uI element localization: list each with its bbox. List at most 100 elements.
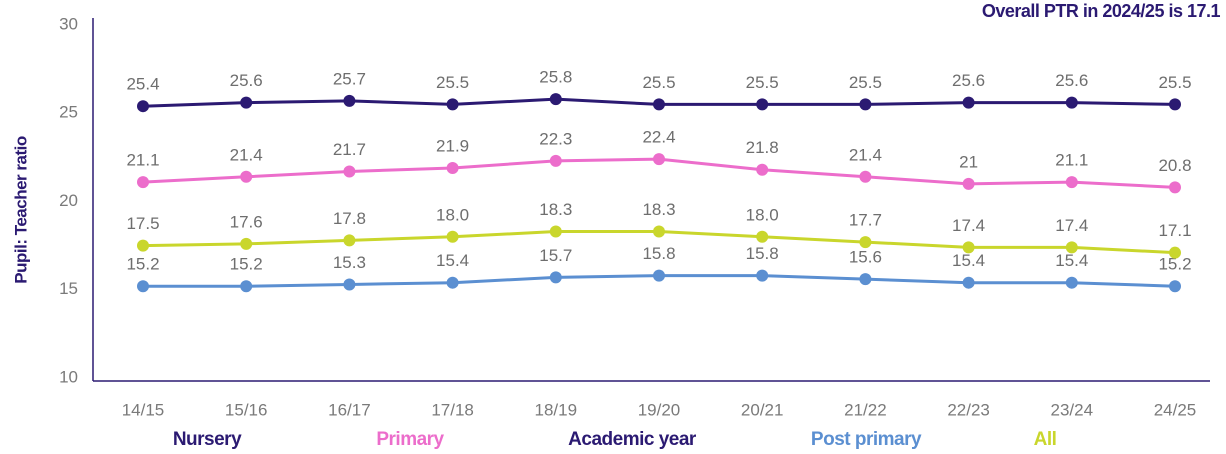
data-label: 20.8 (1158, 156, 1191, 175)
data-label: 18.0 (746, 205, 779, 224)
data-label: 21.4 (230, 145, 263, 164)
y-tick-label: 25 (59, 103, 78, 122)
x-tick-label: 20/21 (741, 400, 784, 419)
data-point (240, 237, 253, 250)
data-label: 25.5 (746, 73, 779, 92)
data-point (756, 163, 769, 176)
data-point (962, 241, 975, 254)
x-tick-label: 21/22 (844, 400, 887, 419)
data-label: 22.4 (642, 128, 675, 147)
data-point (1169, 280, 1181, 293)
data-label: 18.3 (642, 200, 675, 219)
data-point (240, 96, 253, 109)
data-point (756, 98, 769, 111)
data-point (1065, 241, 1078, 254)
data-point (962, 96, 975, 109)
data-point (653, 98, 665, 111)
data-point (1169, 181, 1181, 194)
x-tick-label: 24/25 (1154, 400, 1197, 419)
y-tick-label: 20 (59, 191, 78, 210)
data-point (240, 280, 253, 293)
data-label: 25.6 (230, 71, 263, 90)
data-label: 21.4 (849, 145, 882, 164)
data-point (549, 271, 562, 284)
x-tick-label: 16/17 (328, 400, 371, 419)
data-label: 21.1 (1055, 151, 1088, 170)
data-point (343, 94, 356, 107)
data-label: 21.8 (746, 138, 779, 157)
data-point (653, 269, 665, 282)
data-label: 15.8 (746, 244, 779, 263)
x-tick-label: 19/20 (638, 400, 681, 419)
data-point (1065, 176, 1078, 189)
data-label: 15.6 (849, 248, 882, 267)
legend-entry: All (1034, 429, 1057, 450)
data-point (859, 236, 872, 249)
data-point (756, 269, 769, 282)
data-point (240, 170, 253, 183)
data-label: 17.5 (126, 214, 159, 233)
data-point (137, 176, 149, 189)
y-tick-label: 30 (59, 14, 78, 33)
data-label: 25.8 (539, 68, 572, 87)
data-label: 25.7 (333, 69, 366, 88)
data-label: 15.8 (642, 244, 675, 263)
data-label: 17.4 (1055, 216, 1088, 235)
data-point (962, 177, 975, 190)
data-label: 17.8 (333, 209, 366, 228)
data-point (653, 153, 665, 166)
data-point (446, 230, 459, 243)
data-label: 21 (959, 152, 978, 171)
data-label: 18.3 (539, 200, 572, 219)
data-point (446, 161, 459, 174)
data-point (859, 98, 872, 111)
data-point (1169, 246, 1181, 259)
data-point (137, 280, 149, 293)
data-point (756, 230, 769, 243)
data-point (343, 234, 356, 247)
data-label: 15.7 (539, 246, 572, 265)
data-point (549, 93, 562, 106)
y-tick-label: 10 (59, 367, 78, 386)
data-label: 25.6 (952, 71, 985, 90)
data-point (1169, 98, 1181, 111)
x-tick-label: 22/23 (947, 400, 990, 419)
data-point (962, 276, 975, 289)
data-point (137, 239, 149, 252)
data-label: 21.7 (333, 140, 366, 159)
data-label: 25.5 (849, 73, 882, 92)
data-label: 17.1 (1158, 221, 1191, 240)
data-label: 22.3 (539, 129, 572, 148)
y-axis-label: Pupil: Teacher ratio (11, 136, 30, 284)
data-label: 15.2 (1158, 255, 1191, 274)
data-point (1065, 276, 1078, 289)
data-label: 25.6 (1055, 71, 1088, 90)
data-point (653, 225, 665, 238)
data-label: 15.2 (230, 255, 263, 274)
data-point (859, 273, 872, 286)
x-tick-label: 18/19 (535, 400, 578, 419)
data-label: 15.4 (952, 251, 985, 270)
data-label: 15.2 (126, 255, 159, 274)
data-label: 17.6 (230, 212, 263, 231)
legend-entry: Nursery (173, 429, 242, 450)
data-point (446, 98, 459, 111)
legend-entry: Post primary (811, 429, 922, 450)
data-point (549, 225, 562, 238)
x-tick-label: 15/16 (225, 400, 268, 419)
data-label: 21.1 (126, 151, 159, 170)
data-label: 17.4 (952, 216, 985, 235)
x-tick-label: 17/18 (431, 400, 474, 419)
data-label: 25.5 (642, 73, 675, 92)
data-label: 18.0 (436, 205, 469, 224)
data-label: 25.5 (1158, 73, 1191, 92)
data-point (859, 170, 872, 183)
data-point (1065, 96, 1078, 109)
data-point (343, 278, 356, 291)
data-label: 15.3 (333, 253, 366, 272)
data-point (446, 276, 459, 289)
data-label: 17.7 (849, 211, 882, 230)
data-point (137, 100, 149, 113)
data-point (343, 165, 356, 178)
